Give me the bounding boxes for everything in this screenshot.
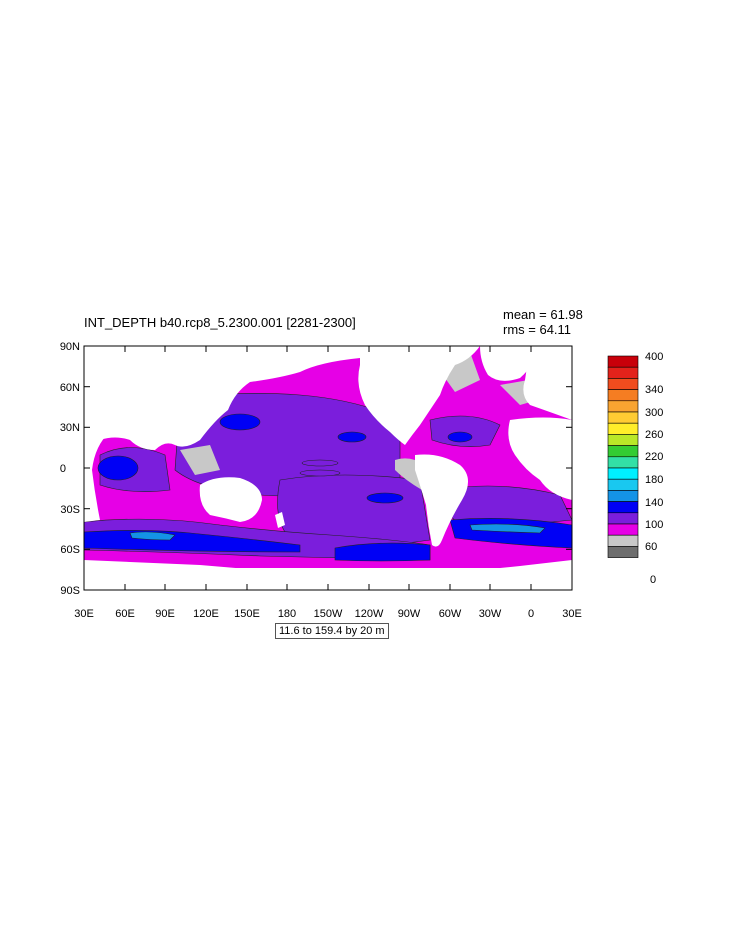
contour-caption: 11.6 to 159.4 by 20 m: [275, 623, 389, 639]
southern-ocean-deep-pacific: [334, 542, 431, 562]
lon-label: 150E: [234, 608, 260, 620]
colorbar-swatch: [607, 411, 639, 424]
colorbar: [607, 355, 639, 558]
lon-label: 180: [278, 608, 296, 620]
colorbar-swatch: [607, 400, 639, 413]
colorbar-swatch: [607, 378, 639, 390]
colorbar-label: 100: [645, 519, 663, 531]
lon-label: 90W: [398, 608, 421, 620]
colorbar-label: 0: [650, 574, 656, 586]
lat-label: 30N: [60, 422, 80, 434]
colorbar-swatch: [607, 490, 639, 502]
lon-label: 90E: [155, 608, 175, 620]
colorbar-label: 220: [645, 451, 663, 463]
lon-labels: 30E 60E 90E 120E 150E 180 150W 120W 90W …: [74, 608, 582, 620]
south-pacific-deep: [366, 492, 404, 504]
lat-labels: 90N 60N 30N 0 30S 60S 90S: [60, 341, 80, 597]
colorbar-swatch: [607, 501, 639, 514]
colorbar-labels: 400 340 300 260 220 180 140 100 60 0: [645, 351, 663, 586]
lat-ticks: [84, 345, 572, 550]
colorbar-swatch: [607, 546, 639, 558]
lon-label: 120E: [193, 608, 219, 620]
colorbar-swatch: [607, 445, 639, 458]
lat-label: 60N: [60, 382, 80, 394]
gulf-stream-deep: [447, 431, 473, 443]
atlantic-shallow-band: [469, 523, 546, 534]
lat-label: 90N: [60, 341, 80, 353]
colorbar-swatch: [607, 389, 639, 402]
colorbar-swatch: [607, 478, 639, 491]
lon-label: 60E: [115, 608, 135, 620]
south-america-land: [415, 454, 469, 547]
indian-deep-pocket: [97, 455, 139, 481]
mean-value: mean = 61.98: [503, 307, 583, 322]
colorbar-swatch: [607, 456, 639, 469]
new-zealand-land: [275, 512, 285, 528]
colorbar-swatch: [607, 355, 639, 368]
lat-label: 90S: [60, 585, 80, 597]
greenland-land: [480, 346, 540, 381]
australia-land: [199, 477, 262, 522]
africa-east-land: [508, 417, 572, 500]
north-pacific-deep: [337, 431, 367, 443]
lat-label: 30S: [60, 504, 80, 516]
colorbar-swatch: [607, 434, 639, 446]
eurasia-land: [84, 346, 360, 450]
rms-value: rms = 64.11: [503, 322, 572, 337]
indonesia-shelf: [180, 445, 220, 475]
lon-label: 60W: [439, 608, 462, 620]
lon-label: 0: [528, 608, 534, 620]
lon-ticks: [124, 346, 532, 590]
stats-box: mean = 61.98 rms = 64.11: [503, 307, 583, 337]
colorbar-swatch: [607, 467, 639, 480]
lat-label: 0: [60, 463, 66, 475]
colorbar-swatch: [607, 523, 639, 536]
colorbar-label: 300: [645, 407, 663, 419]
colorbar-label: 180: [645, 474, 663, 486]
north-atlantic-mid: [429, 415, 501, 447]
lat-label: 60S: [60, 544, 80, 556]
europe-land: [523, 346, 572, 420]
colorbar-label: 140: [645, 497, 663, 509]
indian-shallow-band: [129, 531, 176, 541]
colorbar-swatch: [607, 422, 639, 435]
colorbar-label: 260: [645, 429, 663, 441]
kuroshio-deep: [219, 413, 261, 431]
lon-label: 150W: [314, 608, 343, 620]
lon-label: 30E: [74, 608, 94, 620]
north-america-land: [358, 346, 480, 445]
colorbar-swatch: [607, 534, 639, 547]
lon-label: 120W: [355, 608, 384, 620]
colorbar-label: 400: [645, 351, 663, 363]
colorbar-swatch: [607, 366, 639, 379]
lon-label: 30E: [562, 608, 582, 620]
map-area: [84, 346, 572, 590]
map-title: INT_DEPTH b40.rcp8_5.2300.001 [2281-2300…: [84, 315, 356, 330]
colorbar-label: 340: [645, 384, 663, 396]
colorbar-swatch: [607, 512, 639, 525]
colorbar-label: 60: [645, 541, 657, 553]
equatorial-pacific-band: [301, 459, 339, 467]
africa-land: [84, 420, 110, 522]
equatorial-pacific-band-2: [299, 469, 341, 477]
lon-label: 30W: [479, 608, 502, 620]
antarctica-coast: [84, 560, 572, 590]
